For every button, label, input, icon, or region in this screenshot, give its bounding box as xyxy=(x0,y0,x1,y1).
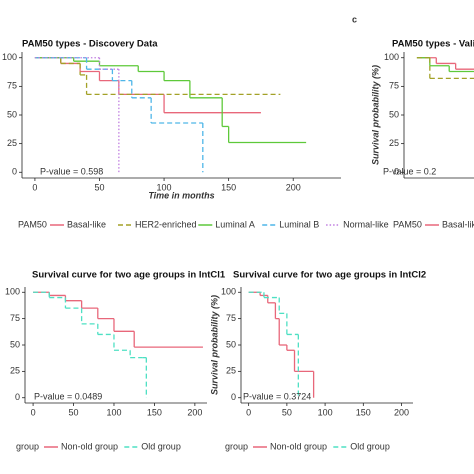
x-tick-label: 100 xyxy=(157,182,172,192)
panel-label: c xyxy=(352,14,357,24)
annotation: P-value = 0.598 xyxy=(40,166,103,176)
legend-title: PAM50 xyxy=(393,219,422,229)
y-tick-label: 100 xyxy=(2,52,17,62)
y-tick-label: 25 xyxy=(10,366,20,376)
legend-label: Non-old group xyxy=(270,441,327,451)
chart-title: PAM50 types - Valic xyxy=(392,39,474,50)
y-tick-label: 50 xyxy=(7,109,17,119)
y-tick-label: 75 xyxy=(389,81,399,91)
x-tick-label: 50 xyxy=(282,407,292,417)
x-axis-label: Time in months xyxy=(148,190,214,200)
y-tick-label: 50 xyxy=(226,339,236,349)
y-tick-label: 100 xyxy=(221,287,236,297)
y-tick-label: 100 xyxy=(5,287,20,297)
legend-label: Basal-like xyxy=(442,219,474,229)
panel: Survival curve for two age groups in Int… xyxy=(209,270,426,452)
x-tick-label: 150 xyxy=(147,407,162,417)
legend-label: Luminal A xyxy=(215,219,255,229)
y-tick-label: 25 xyxy=(226,366,236,376)
panel: Survival curve for two age groups in Int… xyxy=(5,270,226,452)
y-tick-label: 75 xyxy=(226,313,236,323)
x-tick-label: 100 xyxy=(318,407,333,417)
x-tick-label: 50 xyxy=(69,407,79,417)
y-tick-label: 0 xyxy=(12,167,17,177)
y-tick-label: 25 xyxy=(389,138,399,148)
y-tick-label: 0 xyxy=(394,167,399,177)
x-tick-label: 200 xyxy=(187,407,202,417)
x-tick-label: 0 xyxy=(31,407,36,417)
x-tick-label: 200 xyxy=(286,182,301,192)
y-tick-label: 0 xyxy=(15,392,20,402)
legend-label: HER2-enriched xyxy=(135,219,197,229)
chart-title: Survival curve for two age groups in Int… xyxy=(32,270,226,281)
legend-title: group xyxy=(225,441,248,451)
annotation: P-value = 0.3724 xyxy=(243,391,311,401)
y-tick-label: 75 xyxy=(7,81,17,91)
legend-label: Basal-like xyxy=(67,219,106,229)
y-tick-label: 0 xyxy=(231,392,236,402)
legend-title: PAM50 xyxy=(18,219,47,229)
annotation: P-value = 0.2 xyxy=(383,166,436,176)
legend-label: Old group xyxy=(350,441,390,451)
y-tick-label: 50 xyxy=(10,339,20,349)
y-axis-label: Survival probability (%) xyxy=(209,295,219,395)
x-tick-label: 50 xyxy=(94,182,104,192)
y-tick-label: 75 xyxy=(10,313,20,323)
x-tick-label: 0 xyxy=(32,182,37,192)
x-tick-label: 150 xyxy=(221,182,236,192)
chart-title: Survival curve for two age groups in Int… xyxy=(233,270,426,281)
panel: PAM50 types - Valic c 0 25 50 75 100 Survival p… xyxy=(352,14,474,229)
legend-label: Normal-like xyxy=(343,219,389,229)
panel: PAM50 types - Discovery Data 0 25 50 75 100 0 5… xyxy=(2,39,389,230)
x-tick-label: 100 xyxy=(106,407,121,417)
legend-label: Luminal B xyxy=(279,219,319,229)
legend-title: group xyxy=(16,441,39,451)
y-tick-label: 50 xyxy=(389,109,399,119)
x-tick-label: 0 xyxy=(246,407,251,417)
legend-label: Old group xyxy=(141,441,181,451)
y-tick-label: 25 xyxy=(7,138,17,148)
chart-title: PAM50 types - Discovery Data xyxy=(22,39,158,50)
y-axis-label: Survival probability (%) xyxy=(370,65,380,165)
y-tick-label: 100 xyxy=(384,52,399,62)
x-tick-label: 200 xyxy=(394,407,409,417)
x-tick-label: 150 xyxy=(356,407,371,417)
annotation: P-value = 0.0489 xyxy=(34,391,102,401)
legend-label: Non-old group xyxy=(61,441,118,451)
